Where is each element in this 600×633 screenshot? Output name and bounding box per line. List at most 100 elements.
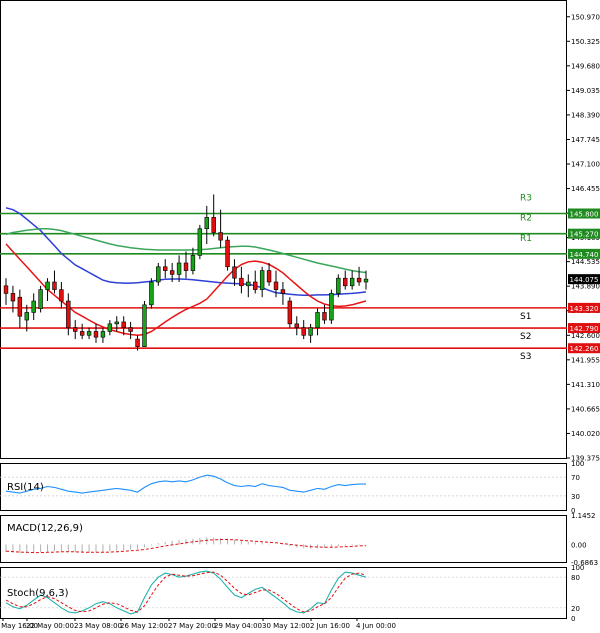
price-tick-label: 150.970	[571, 13, 600, 21]
candle-body-bull	[349, 277, 355, 287]
candle	[176, 255, 182, 282]
candle-body-bull	[156, 266, 161, 283]
candle	[294, 316, 299, 336]
price-tick-label: 139.375	[571, 455, 600, 463]
candle	[183, 251, 189, 279]
candle	[38, 285, 43, 313]
time-tick-label: 2 Jun 16:00	[310, 622, 350, 630]
price-tick-label: 149.680	[571, 62, 600, 70]
candle-body-bull	[246, 281, 251, 287]
candle-body-bear	[294, 323, 299, 328]
candle	[322, 304, 327, 324]
price-tick-label: 141.955	[571, 356, 600, 364]
candle	[363, 270, 369, 290]
candle	[308, 323, 313, 343]
candle-body-bear	[93, 331, 99, 338]
macd-label: MACD(12,26,9)	[7, 523, 83, 534]
candle	[225, 236, 230, 271]
candlesticks	[3, 194, 369, 351]
stoch-tick-label: 20	[571, 605, 580, 613]
candle-body-bear	[211, 217, 216, 233]
stoch-k-line	[5, 570, 367, 615]
level-tag-text: 145.270	[570, 231, 599, 239]
macd-panel: MACD(12,26,9) 1.1452 0.00 -0.6863	[5, 512, 598, 567]
moving-averages	[5, 207, 367, 337]
candle-body-bull	[363, 278, 369, 283]
candle-body-bear	[73, 327, 78, 332]
candle-body-bull	[86, 331, 92, 336]
macd-signal-line	[5, 539, 367, 554]
candle-body-bear	[3, 285, 9, 294]
time-tick-label: 23 May 08:00	[74, 622, 122, 630]
candle-body-bear	[287, 300, 293, 325]
candle	[66, 293, 71, 336]
candle	[204, 205, 209, 244]
level-tag-s3	[568, 343, 600, 354]
candle	[121, 316, 126, 336]
candle-body-bear	[239, 277, 244, 287]
candle-body-bull	[45, 281, 50, 290]
candle	[114, 316, 119, 332]
candle	[336, 274, 341, 298]
level-tag-text: 142.260	[570, 345, 599, 353]
price-tick-label: 147.100	[571, 161, 600, 169]
candle	[232, 259, 237, 286]
stoch-label: Stoch(9,6,3)	[7, 588, 69, 599]
stoch-d-line	[5, 571, 367, 613]
candle	[239, 266, 244, 294]
candle	[218, 209, 223, 248]
price-tick-label: 150.325	[571, 38, 600, 46]
candle	[163, 259, 168, 279]
macd-panel-frame	[0, 515, 567, 563]
candle-body-bull	[107, 323, 113, 332]
rsi-tick-label: 70	[571, 474, 580, 482]
candle	[17, 289, 23, 328]
candle-body-bear	[121, 321, 126, 328]
main-panel-grid	[0, 0, 567, 619]
candle	[169, 262, 175, 282]
candle-body-bear	[280, 289, 286, 294]
candle-body-bear	[301, 327, 306, 336]
candle	[315, 308, 320, 336]
level-tag-r2	[568, 228, 600, 239]
price-tick-label: 142.600	[571, 332, 600, 340]
candle-body-bear	[232, 266, 237, 279]
candle	[31, 293, 36, 321]
candle	[45, 278, 50, 302]
candle-body-bear	[253, 281, 258, 290]
macd-tick-label: 1.1452	[571, 512, 596, 520]
level-tag-r3	[568, 208, 600, 219]
candle	[329, 289, 334, 324]
price-tick-label: 141.310	[571, 381, 600, 389]
rsi-label: RSI(14)	[7, 482, 44, 493]
candle	[3, 278, 9, 305]
candle-body-bear	[128, 327, 133, 332]
time-tick-label: 27 May 20:00	[168, 622, 216, 630]
candle-body-bear	[66, 300, 71, 328]
level-label-r3: R3	[520, 193, 532, 203]
macd-tick-label: 0.00	[571, 541, 587, 549]
candle-body-bear	[266, 270, 272, 283]
candle-body-bear	[218, 232, 223, 241]
stoch-panel-frame	[0, 567, 567, 619]
level-label-r2: R2	[520, 214, 532, 224]
price-tick-label: 147.745	[571, 136, 600, 144]
level-tag-text: 143.320	[570, 305, 599, 313]
candle-body-bull	[190, 255, 196, 271]
candle-body-bear	[169, 270, 175, 275]
level-tag-s1	[568, 302, 600, 313]
time-tick-label: 4 Jun 00:00	[356, 622, 396, 630]
candle-body-bear	[135, 338, 140, 347]
candle	[197, 224, 203, 260]
stoch-tick-label: 0	[571, 615, 575, 623]
candle	[259, 266, 265, 298]
candle	[156, 262, 161, 286]
candle-body-bear	[79, 331, 85, 336]
rsi-tick-label: 0	[571, 507, 575, 515]
candle	[107, 320, 113, 336]
price-tags: 145.800 145.270 144.740 143.320 142.790 142.2…	[568, 208, 600, 354]
level-tag-text: 142.790	[570, 325, 599, 333]
candle	[24, 304, 29, 332]
